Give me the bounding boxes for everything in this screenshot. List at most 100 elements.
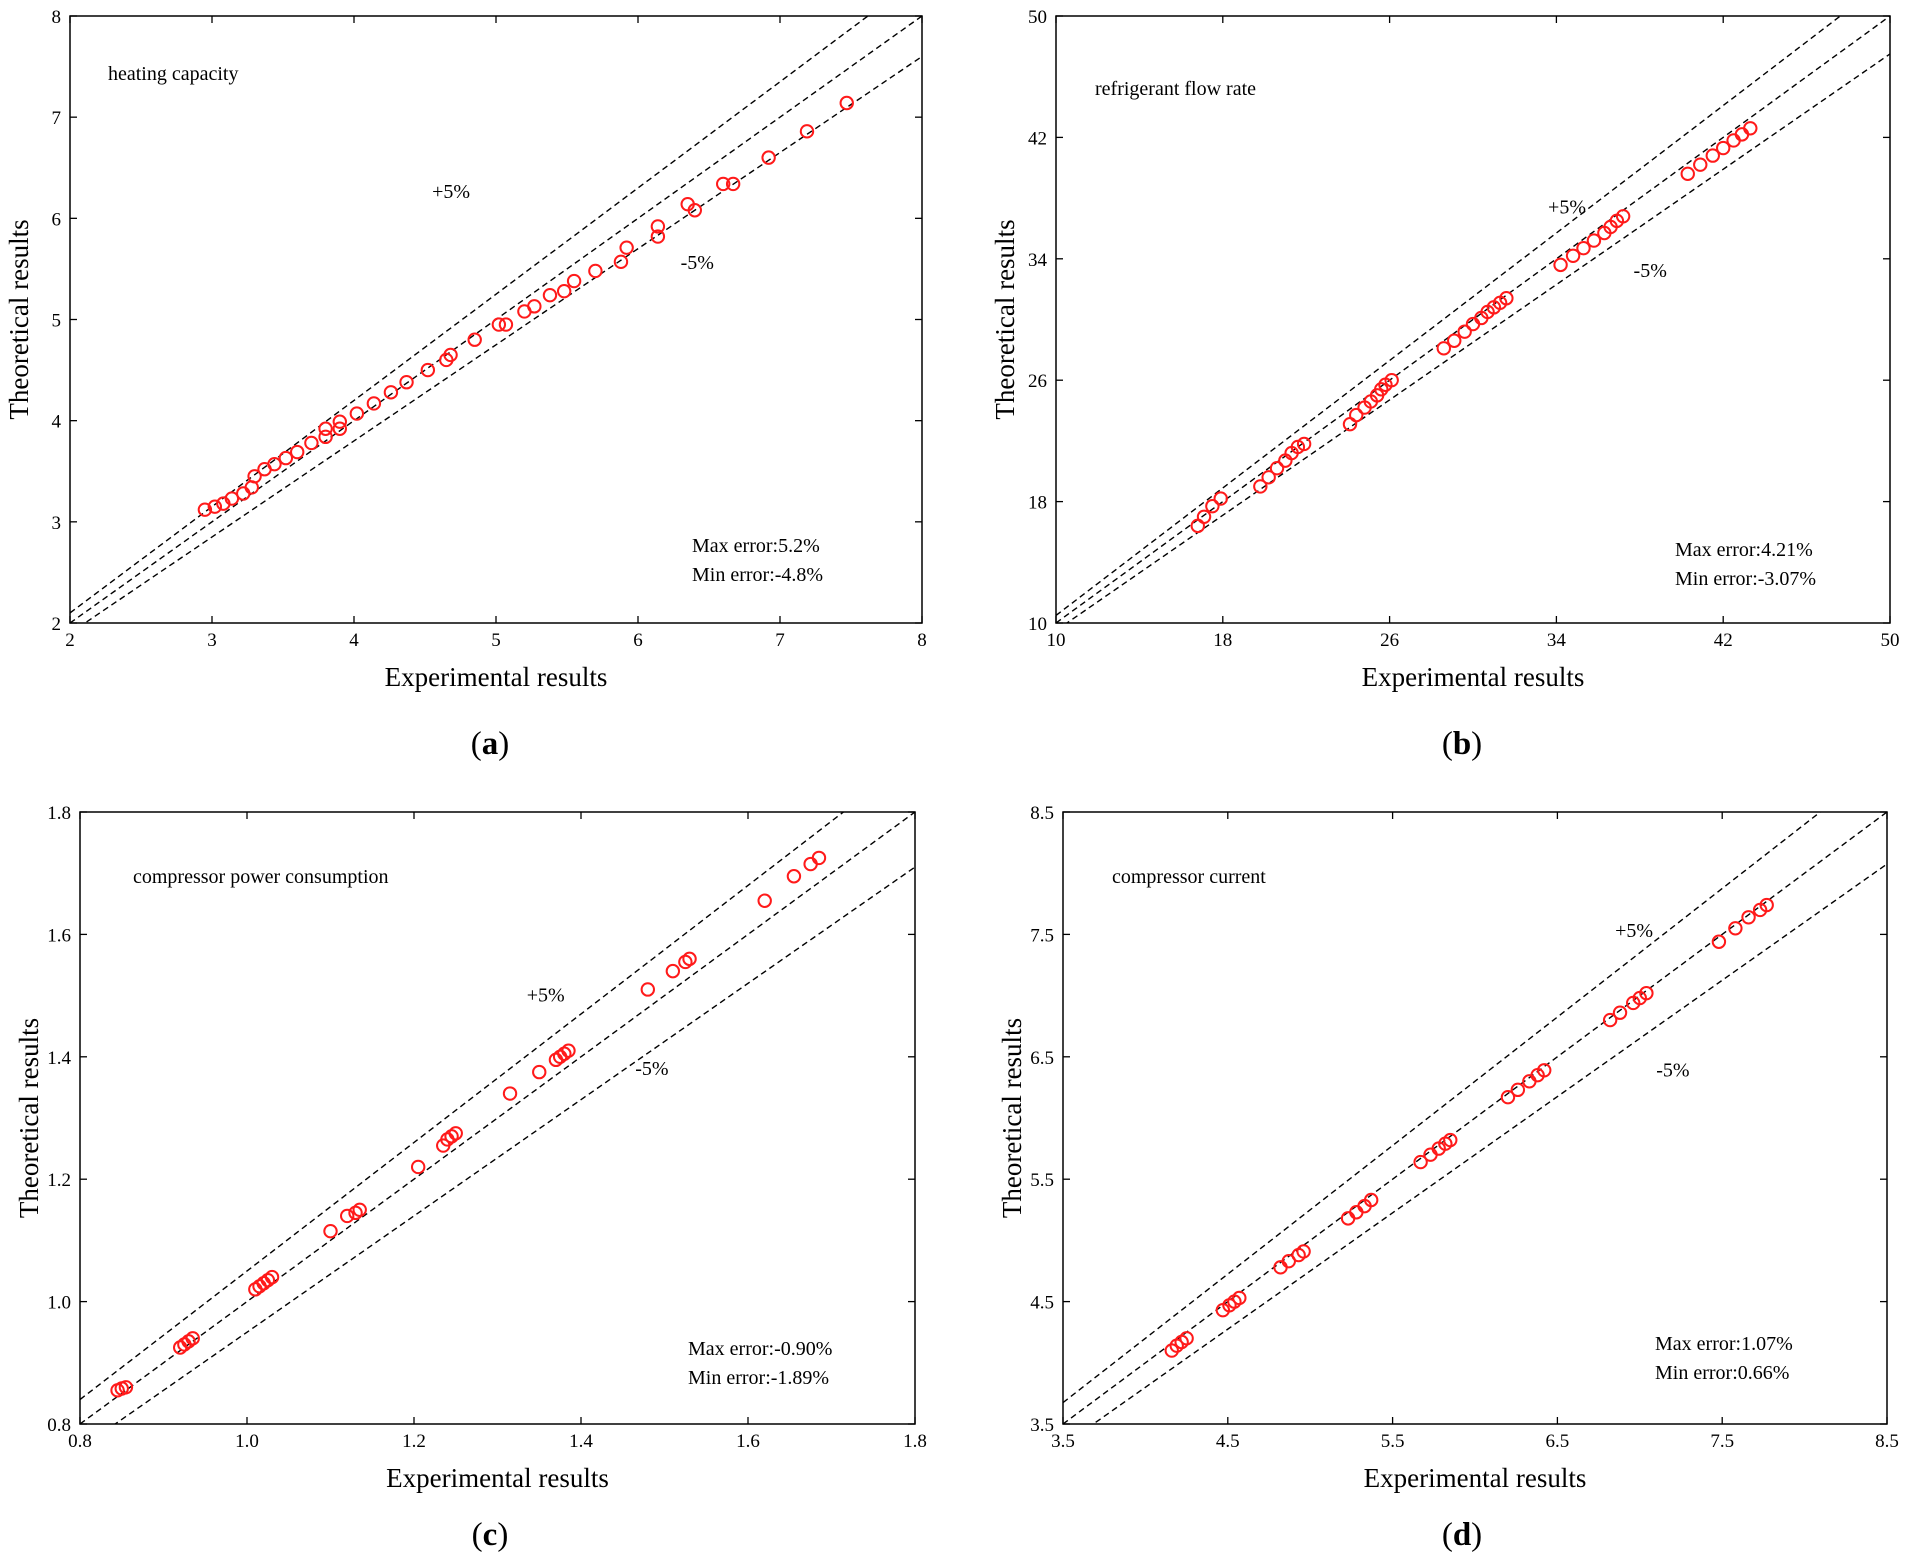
- data-point: [761, 150, 776, 165]
- plot-frame: [79, 811, 916, 1425]
- data-point: [1374, 382, 1389, 397]
- y-tick-label: 1.0: [47, 1293, 71, 1314]
- data-point: [1680, 166, 1695, 182]
- x-tick-label: 10: [1047, 630, 1066, 651]
- max-error-label: Max error:4.21%: [1675, 539, 1813, 561]
- data-point: [1363, 1192, 1379, 1208]
- plus-5-percent-label: +5%: [1615, 920, 1653, 942]
- max-error-label: Max error:-0.90%: [688, 1338, 832, 1360]
- y-tick-label: 4.5: [1030, 1293, 1054, 1314]
- panel-title: compressor current: [1112, 866, 1266, 888]
- data-point: [1457, 324, 1472, 339]
- reference-line-zero: [1063, 812, 1887, 1424]
- min-error-label: Min error:0.66%: [1655, 1362, 1789, 1384]
- data-point: [383, 385, 399, 400]
- y-tick-label: 5.5: [1030, 1170, 1054, 1191]
- data-point: [1443, 1132, 1458, 1148]
- data-point: [839, 95, 854, 111]
- panel-d-compressor-current: 3.5 4.5 5.5 6.5 7.5 8.5 3.5 4.5 5.5 6.5 7.5 8.5 Expe…: [997, 803, 1899, 1553]
- data-point: [1537, 1063, 1552, 1078]
- panel-title: refrigerant flow rate: [1095, 78, 1256, 100]
- x-tick-label: 4: [349, 630, 359, 651]
- y-tick-label: 1.8: [47, 803, 71, 824]
- panel-label: (c): [472, 1517, 509, 1553]
- data-point: [1705, 148, 1720, 163]
- y-tick-label: 2: [52, 614, 62, 635]
- x-axis-title: Experimental results: [385, 662, 608, 692]
- x-tick-label: 0.8: [68, 1431, 92, 1452]
- x-tick-label: 8: [917, 630, 927, 651]
- max-error-label: Max error:5.2%: [692, 535, 820, 557]
- max-error-label: Max error:1.07%: [1655, 1333, 1793, 1355]
- plus-5-percent-label: +5%: [527, 985, 565, 1007]
- data-point: [1711, 934, 1727, 949]
- data-point: [1164, 1343, 1179, 1358]
- plus-5-percent-label: +5%: [1548, 196, 1586, 218]
- reference-line-zero: [80, 812, 915, 1424]
- data-point: [185, 1331, 200, 1346]
- data-point: [207, 499, 223, 514]
- x-tick-label: 1.4: [569, 1431, 593, 1452]
- data-point: [687, 203, 702, 218]
- x-tick-label: 34: [1547, 630, 1567, 651]
- data-point: [1413, 1154, 1428, 1170]
- data-point: [304, 435, 319, 451]
- y-tick-label: 26: [1028, 371, 1047, 392]
- x-tick-label: 1.8: [903, 1431, 927, 1452]
- data-point: [1615, 209, 1631, 224]
- y-tick-label: 1.2: [47, 1170, 71, 1191]
- data-point: [264, 1269, 280, 1285]
- y-tick-label: 50: [1028, 7, 1047, 28]
- data-point: [1602, 1012, 1618, 1028]
- data-point: [1179, 1331, 1194, 1346]
- reference-lines: [1056, 16, 1890, 623]
- x-tick-label: 7: [775, 630, 785, 651]
- data-point: [1612, 1005, 1628, 1020]
- x-tick-label: 18: [1213, 630, 1232, 651]
- data-point: [1349, 407, 1364, 423]
- y-tick-label: 42: [1028, 128, 1047, 149]
- data-point: [467, 332, 482, 347]
- data-point: [410, 1159, 426, 1175]
- data-point: [1261, 470, 1276, 485]
- data-point: [420, 362, 436, 378]
- y-tick-label: 3: [52, 513, 62, 534]
- y-axis-title: Theoretical results: [4, 219, 34, 419]
- data-point: [566, 273, 582, 289]
- reference-line-minus-5: [83, 55, 922, 623]
- reference-line-plus-5: [1063, 812, 1822, 1404]
- data-point: [278, 450, 294, 466]
- data-point: [1693, 157, 1708, 172]
- data-point: [1253, 479, 1268, 494]
- data-point: [502, 1086, 518, 1101]
- y-tick-label: 7: [52, 108, 62, 129]
- data-point: [811, 850, 827, 866]
- panel-label: (d): [1442, 1517, 1482, 1553]
- reference-line-zero: [1056, 16, 1890, 623]
- data-point: [757, 893, 772, 908]
- y-axis-title: Theoretical results: [14, 1018, 44, 1218]
- x-tick-label: 1.6: [736, 1431, 760, 1452]
- reference-line-minus-5: [1092, 863, 1887, 1424]
- data-point: [1586, 233, 1602, 248]
- reference-line-plus-5: [1056, 16, 1842, 616]
- y-tick-label: 7.5: [1030, 925, 1054, 946]
- data-point: [323, 1224, 338, 1239]
- data-point: [561, 1043, 576, 1058]
- data-point: [267, 456, 282, 472]
- data-point: [247, 469, 262, 484]
- data-series: [1190, 121, 1758, 534]
- x-tick-label: 5.5: [1381, 1431, 1405, 1452]
- y-tick-label: 3.5: [1030, 1415, 1054, 1436]
- data-point: [349, 406, 365, 421]
- data-series: [1164, 897, 1774, 1358]
- plus-5-percent-label: +5%: [432, 181, 470, 203]
- data-point: [1510, 1082, 1526, 1098]
- min-error-label: Min error:-1.89%: [688, 1367, 829, 1389]
- panel-title: heating capacity: [108, 63, 239, 85]
- y-tick-label: 34: [1028, 250, 1048, 271]
- plot-frame: [1055, 15, 1891, 624]
- y-tick-label: 1.4: [47, 1048, 71, 1069]
